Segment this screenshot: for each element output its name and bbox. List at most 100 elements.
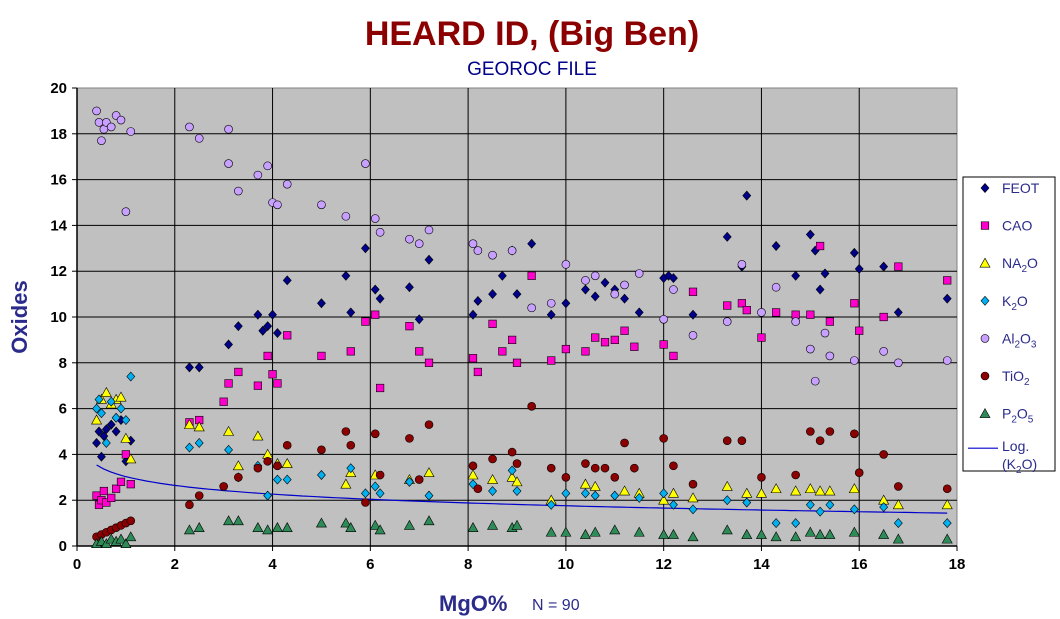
- point-feot: [263, 321, 273, 332]
- y-tick-label: 8: [59, 355, 67, 372]
- point-na2o: [741, 487, 753, 498]
- point-tio2: [253, 463, 263, 473]
- legend-item-trendline: Log. (K2O): [968, 438, 1037, 476]
- point-cao: [424, 358, 434, 367]
- point-feot: [854, 263, 864, 274]
- point-feot: [722, 231, 732, 242]
- point-tio2: [630, 463, 639, 473]
- point-al2o3: [282, 179, 292, 189]
- point-k2o: [893, 518, 903, 529]
- point-p2o5: [545, 526, 557, 537]
- y-tick-label: 20: [50, 80, 67, 97]
- point-tio2: [894, 482, 903, 491]
- x-tick-label: 8: [464, 556, 472, 573]
- point-feot: [233, 321, 243, 332]
- point-feot: [268, 309, 277, 320]
- point-p2o5: [467, 522, 479, 532]
- point-feot: [561, 298, 571, 309]
- point-k2o: [634, 492, 644, 503]
- point-p2o5: [281, 522, 293, 532]
- point-k2o: [488, 486, 497, 496]
- legend-marker-cao: [980, 221, 990, 230]
- y-tick-label: 10: [50, 309, 67, 326]
- point-al2o3: [405, 234, 414, 244]
- point-feot: [879, 261, 889, 272]
- point-p2o5: [609, 524, 621, 535]
- point-al2o3: [473, 246, 483, 255]
- point-tio2: [757, 472, 766, 482]
- point-k2o: [659, 488, 669, 499]
- point-cao: [879, 312, 888, 322]
- point-al2o3: [581, 276, 590, 285]
- point-na2o: [232, 460, 244, 471]
- point-feot: [590, 291, 600, 302]
- point-k2o: [849, 504, 859, 515]
- point-na2o: [589, 480, 601, 491]
- point-tio2: [219, 482, 228, 491]
- point-cao: [772, 308, 781, 317]
- point-na2o: [619, 485, 631, 496]
- point-tio2: [659, 434, 668, 443]
- point-na2o: [814, 485, 826, 496]
- point-cao: [620, 326, 629, 335]
- point-feot: [273, 328, 282, 338]
- point-cao: [346, 347, 355, 356]
- series-na2o: [91, 386, 953, 510]
- point-p2o5: [589, 526, 601, 537]
- point-feot: [669, 273, 678, 284]
- x-tick-label: 16: [851, 556, 868, 573]
- point-al2o3: [620, 280, 629, 290]
- point-tio2: [590, 463, 600, 473]
- point-cao: [273, 379, 282, 388]
- legend-label: CAO: [1002, 218, 1032, 234]
- point-tio2: [361, 498, 370, 507]
- legend-label: (K2O): [1002, 456, 1037, 476]
- point-na2o: [115, 391, 127, 402]
- point-tio2: [185, 500, 194, 510]
- legend-marker-al2o3: [980, 334, 990, 343]
- sample-count: N = 90: [532, 597, 580, 614]
- point-feot: [92, 437, 101, 448]
- trendline-group: [96, 464, 948, 514]
- point-tio2: [507, 447, 517, 457]
- point-al2o3: [850, 356, 859, 365]
- x-tick-label: 14: [753, 556, 770, 573]
- point-feot: [791, 270, 801, 281]
- legend: FEOT CAO NA2O K2O Al2O3 TiO2 P2O5 Log. (K2O): [962, 176, 1056, 476]
- legend-label: P2O5: [1002, 406, 1034, 426]
- legend-label: Log.: [1002, 438, 1029, 454]
- chart-subtitle: GEOROC FILE: [467, 59, 597, 80]
- point-feot: [346, 307, 356, 318]
- point-cao: [361, 317, 370, 326]
- point-na2o: [223, 425, 235, 436]
- point-cao: [943, 276, 952, 285]
- point-feot: [849, 247, 859, 258]
- point-na2o: [770, 483, 782, 494]
- point-p2o5: [770, 531, 782, 542]
- point-k2o: [405, 476, 414, 487]
- point-tio2: [546, 463, 556, 473]
- point-al2o3: [527, 303, 536, 313]
- point-feot: [581, 284, 590, 295]
- point-al2o3: [942, 356, 952, 365]
- chart-title: HEARD ID, (Big Ben): [365, 15, 699, 53]
- point-feot: [893, 307, 903, 318]
- point-feot: [942, 293, 952, 304]
- point-al2o3: [414, 239, 424, 249]
- point-k2o: [590, 490, 600, 501]
- point-na2o: [721, 480, 733, 491]
- point-p2o5: [252, 522, 264, 532]
- point-tio2: [405, 434, 414, 443]
- point-tio2: [620, 438, 629, 448]
- y-tick-label: 16: [50, 172, 67, 189]
- point-p2o5: [369, 519, 381, 530]
- point-tio2: [414, 475, 424, 484]
- point-al2o3: [771, 282, 781, 292]
- y-tick-label: 6: [59, 401, 67, 418]
- point-tio2: [234, 472, 243, 482]
- point-feot: [527, 238, 537, 249]
- point-p2o5: [262, 524, 274, 535]
- point-cao: [737, 299, 746, 308]
- point-cao: [107, 493, 116, 503]
- point-al2o3: [634, 269, 644, 278]
